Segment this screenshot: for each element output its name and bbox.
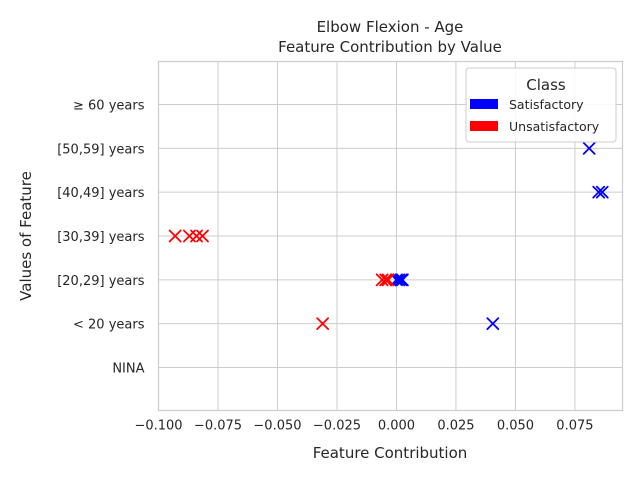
y-tick-label: [30,39] years — [57, 230, 144, 245]
scatter-point-unsatisfactory — [379, 273, 393, 287]
scatter-point-unsatisfactory — [375, 273, 389, 287]
x-tick-label: 0.075 — [556, 419, 593, 434]
legend-title: Class — [526, 76, 566, 94]
scatter-point-satisfactory — [392, 273, 406, 287]
x-tick-label: −0.025 — [313, 419, 361, 434]
chart-title: Elbow Flexion - Age — [317, 18, 464, 36]
scatter-point-satisfactory — [595, 185, 609, 199]
x-axis-label: Feature Contribution — [313, 444, 468, 462]
x-tick-label: −0.050 — [253, 419, 301, 434]
y-tick-labels: NINA < 20 years [20,29] years [30,39] years… — [57, 99, 144, 377]
y-axis-label: Values of Feature — [17, 171, 35, 301]
legend-box — [465, 67, 617, 143]
plot-frame — [157, 60, 624, 412]
scatter-point-unsatisfactory — [190, 229, 203, 243]
y-tick-label: [50,59] years — [57, 142, 144, 157]
y-tick-label: NINA — [112, 362, 144, 377]
scatter-point-satisfactory — [486, 317, 500, 331]
y-tick-label: [20,29] years — [57, 274, 144, 289]
scatter-point-unsatisfactory — [168, 229, 182, 243]
x-tick-label: 0.000 — [378, 419, 415, 434]
x-tick-labels: −0.100 −0.075 −0.050 −0.025 0.000 0.025 0.050 0… — [134, 419, 593, 434]
legend: Class Satisfactory Unsatisfactory — [465, 67, 617, 143]
chart-subtitle: Feature Contribution by Value — [278, 38, 502, 56]
legend-label-satisfactory: Satisfactory — [509, 97, 584, 112]
scatter-point-unsatisfactory — [196, 229, 209, 243]
data-points — [168, 141, 609, 331]
scatter-point-unsatisfactory — [381, 273, 395, 287]
legend-label-unsatisfactory: Unsatisfactory — [509, 119, 600, 134]
x-tick-label: −0.075 — [194, 419, 242, 434]
x-tick-label: 0.025 — [437, 419, 474, 434]
y-tick-label: ≥ 60 years — [73, 99, 145, 114]
scatter-point-satisfactory — [395, 273, 409, 287]
scatter-point-unsatisfactory — [316, 317, 330, 331]
legend-swatch-unsatisfactory — [470, 121, 498, 131]
x-tick-label: 0.050 — [497, 419, 534, 434]
grid-lines — [158, 61, 623, 411]
legend-swatch-satisfactory — [470, 99, 498, 109]
scatter-point-satisfactory — [582, 141, 596, 155]
x-tick-label: −0.100 — [134, 419, 182, 434]
y-tick-label: [40,49] years — [57, 186, 144, 201]
scatter-point-satisfactory — [592, 185, 606, 199]
y-tick-label: < 20 years — [73, 318, 145, 333]
